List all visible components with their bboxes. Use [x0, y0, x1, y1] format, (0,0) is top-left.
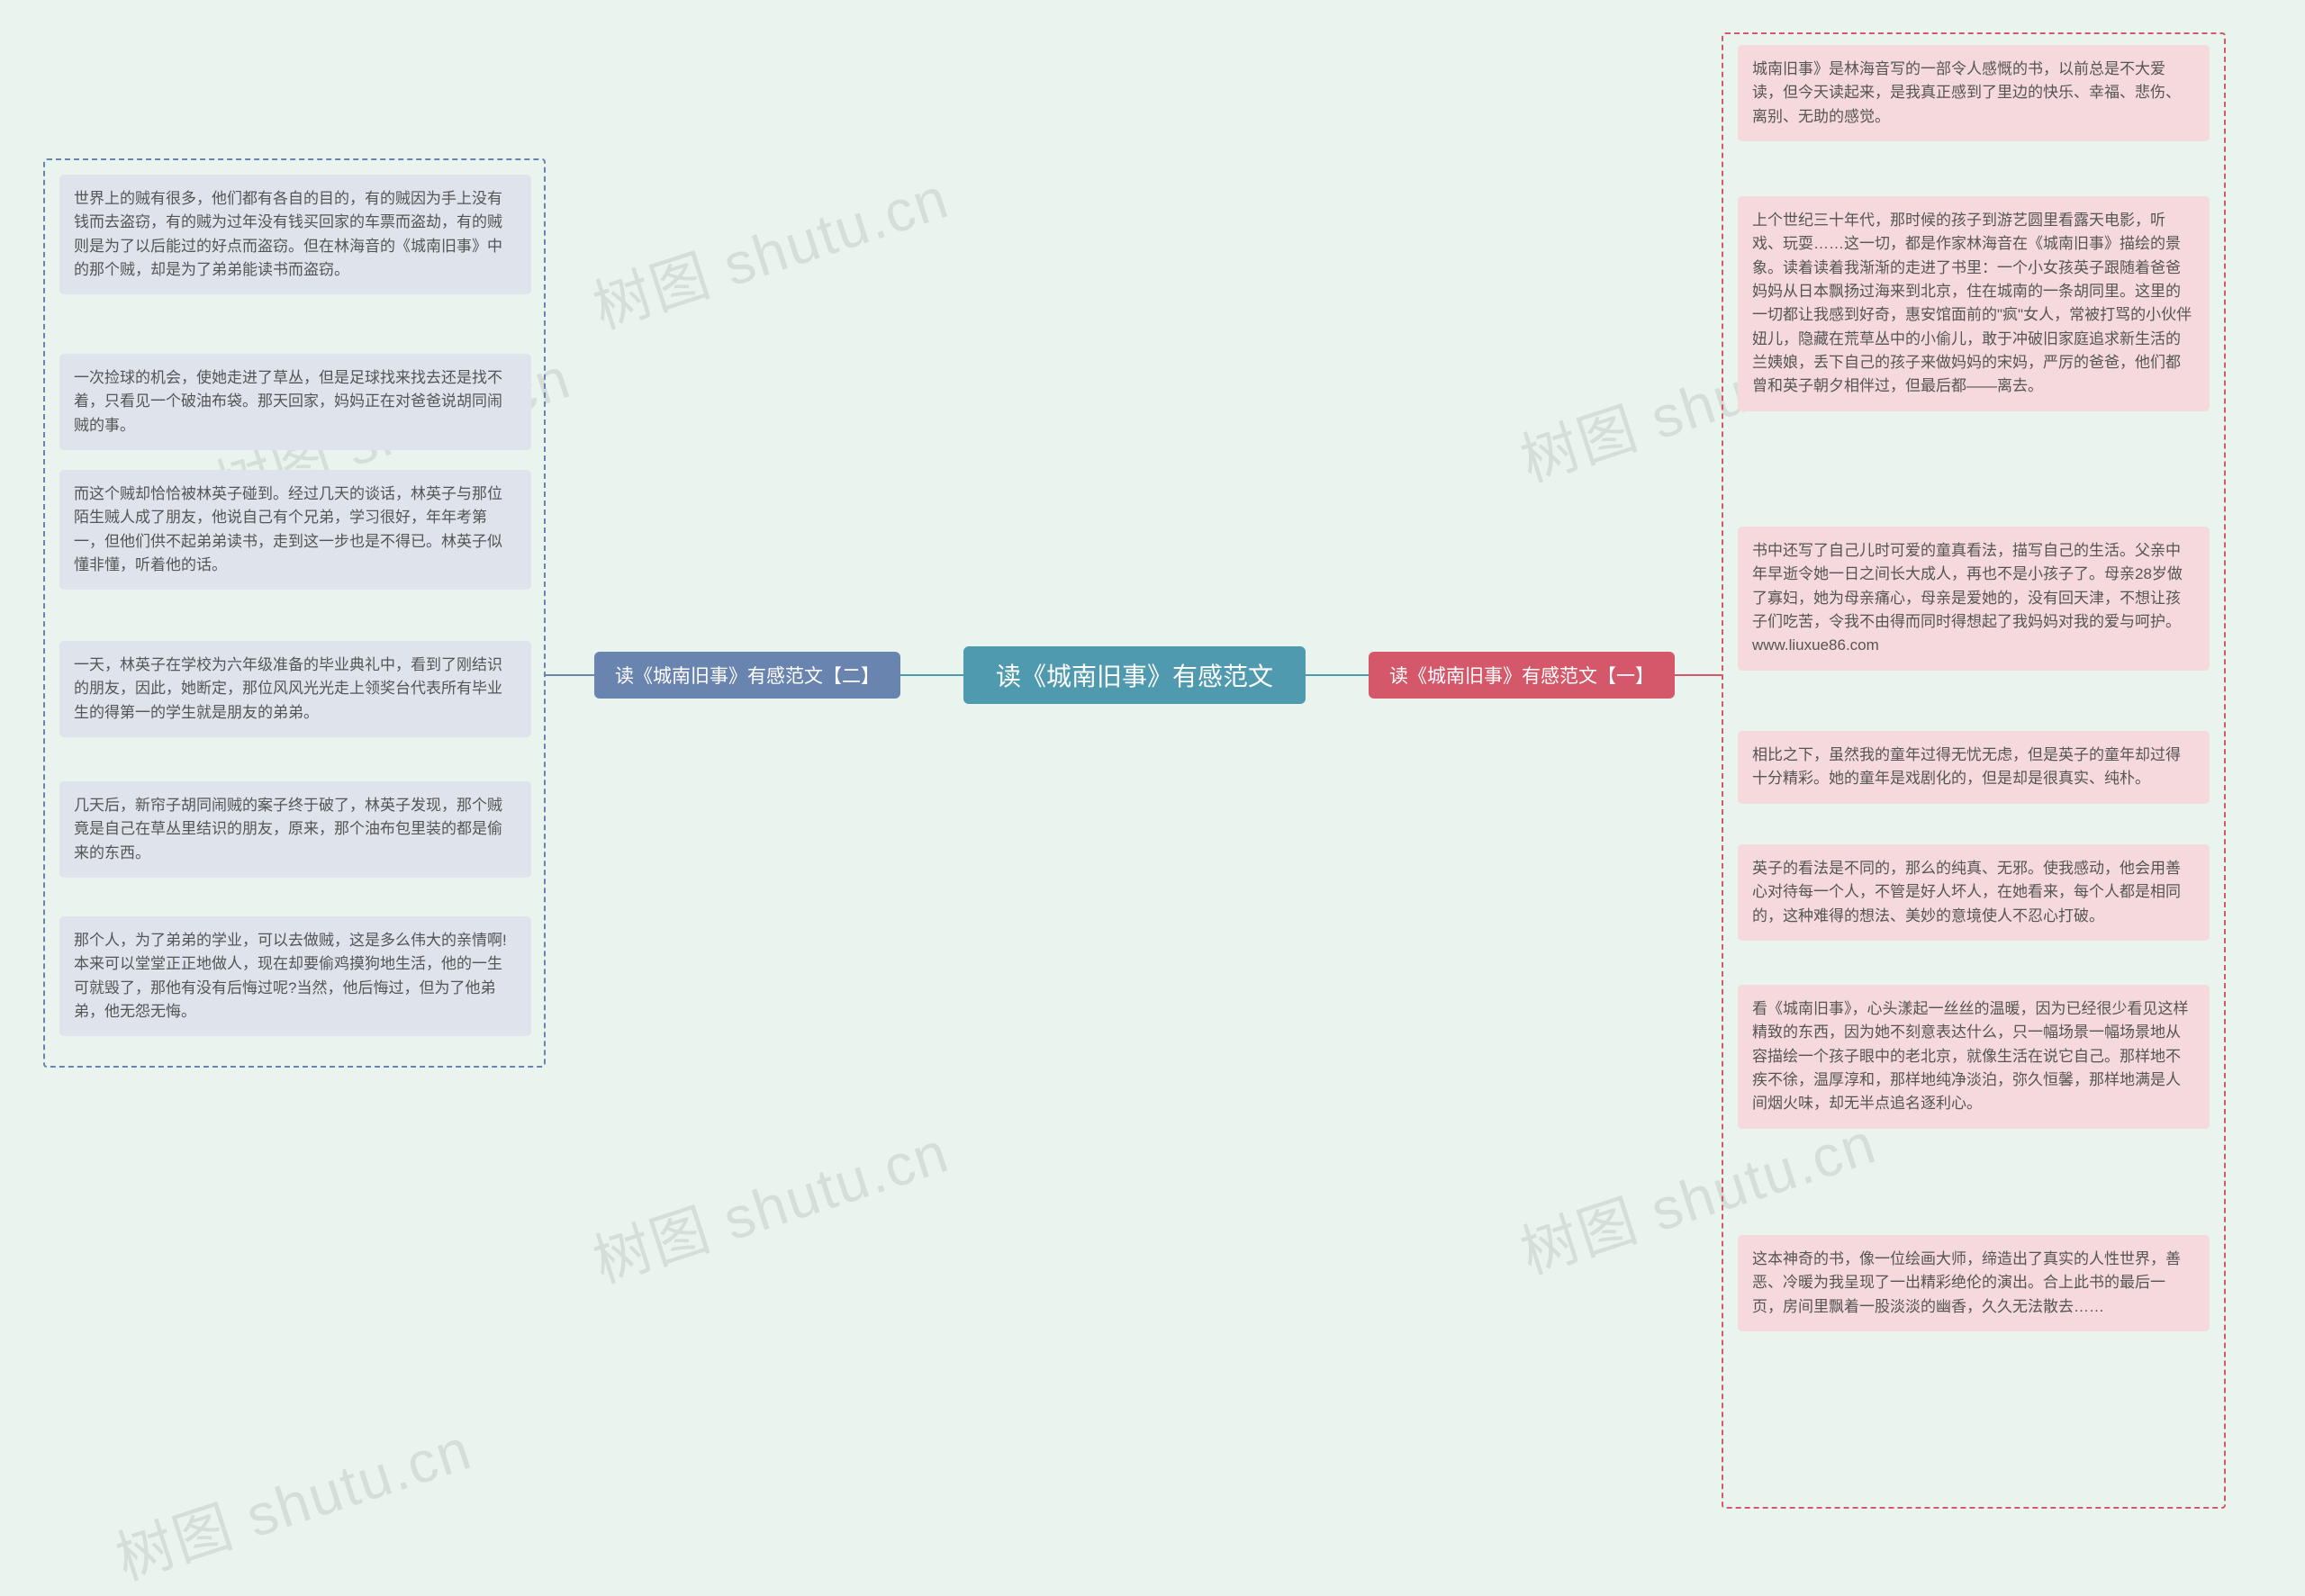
leaf-left-4: 几天后，新帘子胡同闹贼的案子终于破了，林英子发现，那个贼竟是自己在草丛里结识的朋… [59, 781, 531, 878]
leaf-right-4: 英子的看法是不同的，那么的纯真、无邪。使我感动，他会用善心对待每一个人，不管是好… [1738, 844, 2210, 941]
branch-right[interactable]: 读《城南旧事》有感范文【一】 [1369, 652, 1675, 699]
leaf-left-3: 一天，林英子在学校为六年级准备的毕业典礼中，看到了刚结识的朋友，因此，她断定，那… [59, 641, 531, 737]
leaf-left-5: 那个人，为了弟弟的学业，可以去做贼，这是多么伟大的亲情啊!本来可以堂堂正正地做人… [59, 916, 531, 1036]
leaf-right-2: 书中还写了自己儿时可爱的童真看法，描写自己的生活。父亲中年早逝令她一日之间长大成… [1738, 527, 2210, 671]
leaf-left-0: 世界上的贼有很多，他们都有各自的目的，有的贼因为手上没有钱而去盗窃，有的贼为过年… [59, 175, 531, 294]
center-node[interactable]: 读《城南旧事》有感范文 [963, 646, 1306, 704]
leaf-left-2: 而这个贼却恰恰被林英子碰到。经过几天的谈话，林英子与那位陌生贼人成了朋友，他说自… [59, 470, 531, 590]
leaf-right-5: 看《城南旧事》，心头漾起一丝丝的温暖，因为已经很少看见这样精致的东西，因为她不刻… [1738, 985, 2210, 1129]
leaf-right-3: 相比之下，虽然我的童年过得无忧无虑，但是英子的童年却过得十分精彩。她的童年是戏剧… [1738, 731, 2210, 804]
leaf-right-0: 城南旧事》是林海音写的一部令人感慨的书，以前总是不大爱读，但今天读起来，是我真正… [1738, 45, 2210, 141]
watermark: 树图 shutu.cn [104, 1403, 481, 1596]
watermark: 树图 shutu.cn [582, 1106, 958, 1299]
leaf-left-1: 一次捡球的机会，使她走进了草丛，但是足球找来找去还是找不着，只看见一个破油布袋。… [59, 354, 531, 450]
leaf-right-1: 上个世纪三十年代，那时候的孩子到游艺圆里看露天电影，听戏、玩耍……这一切，都是作… [1738, 196, 2210, 411]
watermark: 树图 shutu.cn [582, 152, 958, 345]
leaf-right-6: 这本神奇的书，像一位绘画大师，缔造出了真实的人性世界，善恶、冷暖为我呈现了一出精… [1738, 1235, 2210, 1331]
branch-left[interactable]: 读《城南旧事》有感范文【二】 [594, 652, 900, 699]
